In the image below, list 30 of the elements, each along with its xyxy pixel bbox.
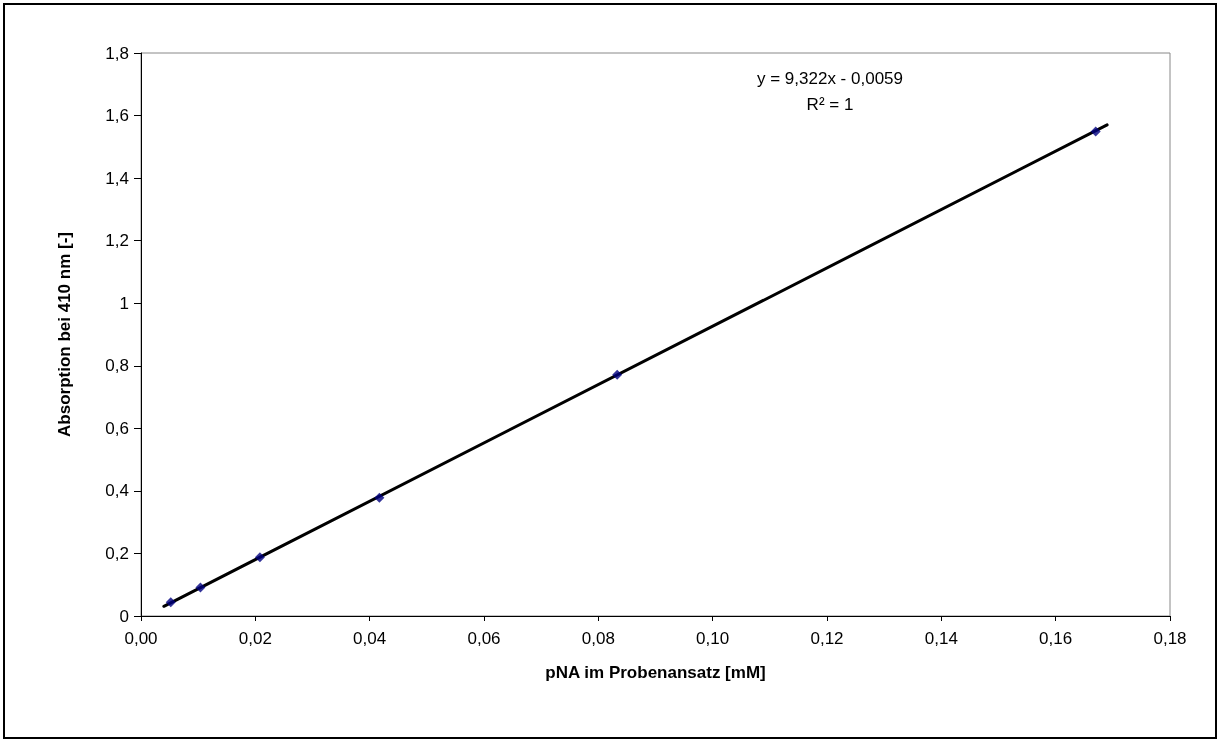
annotation: y = 9,322x - 0,0059 bbox=[756, 69, 904, 88]
x-tick-label: 0,16 bbox=[1039, 629, 1073, 648]
y-tick-label: 1,8 bbox=[105, 43, 129, 63]
y-tick-label: 0,4 bbox=[105, 481, 129, 501]
x-tick-label: 0,18 bbox=[1153, 629, 1187, 648]
x-axis-title: pNA im Probenansatz [mM] bbox=[545, 663, 766, 682]
x-tick-label: 0,00 bbox=[124, 629, 158, 648]
x-tick-label: 0,06 bbox=[467, 629, 501, 648]
y-axis-title: Absorption bei 410 nm [-] bbox=[55, 232, 74, 437]
point bbox=[165, 597, 176, 608]
x-tick-label: 0,02 bbox=[238, 629, 272, 648]
y-tick-label: 1,4 bbox=[105, 168, 129, 188]
x-tick-label: 0,10 bbox=[696, 629, 730, 648]
x-tick-label: 0,08 bbox=[581, 629, 615, 648]
y-tick-label: 0 bbox=[119, 606, 129, 626]
x-tick-label: 0,04 bbox=[353, 629, 387, 648]
y-tick-label: 1 bbox=[119, 293, 129, 313]
x-tick-label: 0,12 bbox=[810, 629, 844, 648]
y-tick-label: 1,6 bbox=[105, 106, 129, 126]
point bbox=[374, 492, 385, 503]
y-tick-label: 0,2 bbox=[105, 543, 129, 563]
y-tick-label: 0,8 bbox=[105, 356, 129, 376]
x-tick-label: 0,14 bbox=[924, 629, 958, 648]
y-tick-label: 0,6 bbox=[105, 418, 129, 438]
annotation: R² = 1 bbox=[806, 95, 854, 114]
point bbox=[195, 582, 206, 593]
point bbox=[254, 552, 265, 563]
y-tick-label: 1,2 bbox=[105, 231, 129, 251]
point bbox=[1090, 126, 1101, 137]
point bbox=[612, 369, 623, 380]
